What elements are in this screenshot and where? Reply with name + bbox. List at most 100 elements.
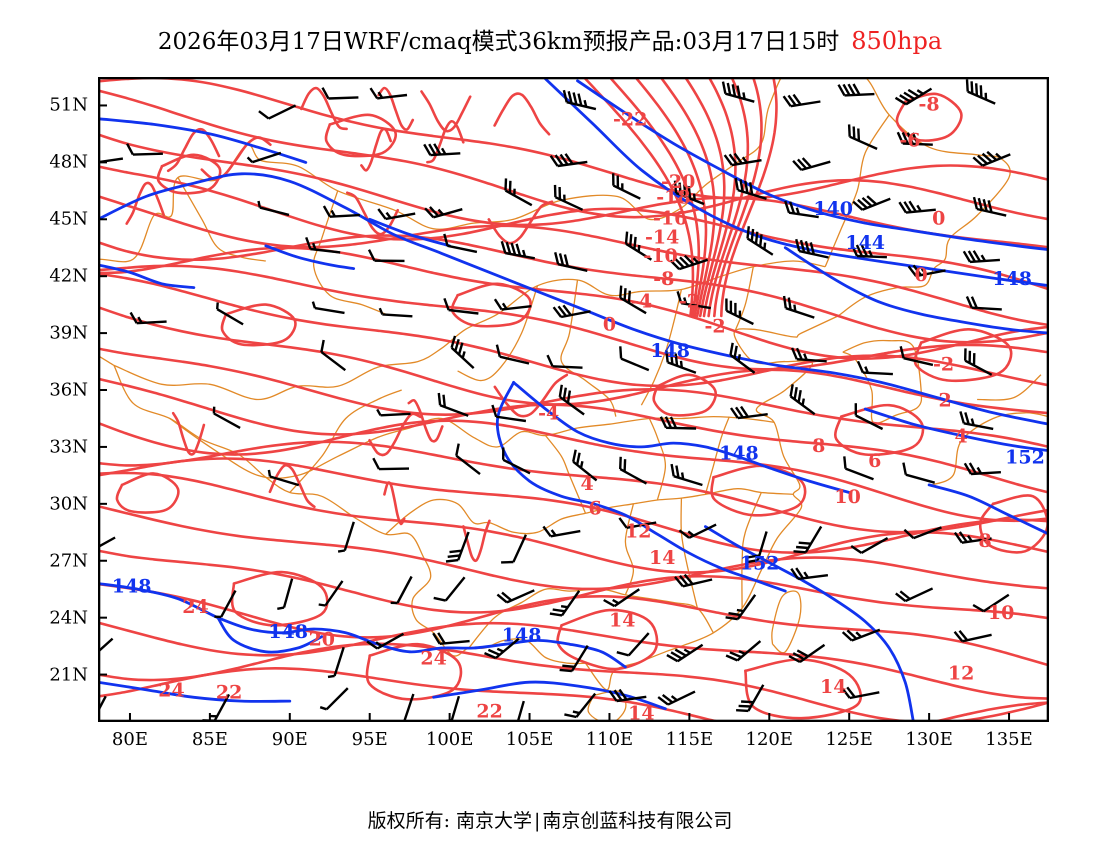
temperature-contour (166, 127, 221, 173)
height-contour (512, 381, 851, 494)
height-contour-label: 152 (740, 553, 780, 575)
wind-barb (212, 406, 241, 429)
geopotential-height-contour-lines (98, 77, 1049, 722)
wind-barb (443, 297, 479, 315)
temperature-contour-label: -10 (643, 245, 677, 267)
temperature-contour (652, 373, 717, 417)
height-contour-label: 148 (992, 268, 1032, 290)
wind-barb (619, 346, 650, 372)
wind-barb (965, 296, 1002, 311)
temperature-contour (720, 77, 778, 318)
x-axis-tick-label: 110E (585, 729, 634, 750)
temperature-contour-label: 4 (580, 473, 593, 495)
wind-barb (423, 143, 461, 157)
y-axis-tick-label: 42N (49, 265, 88, 287)
wind-barb (902, 462, 936, 484)
boundary-line (98, 77, 1011, 366)
wind-barb (843, 456, 874, 481)
temperature-contour-label: -8 (653, 268, 674, 290)
temperature-contour-labels: -22-20-18-16-14-10-8-4 -2-20-8-600-224681… (158, 94, 1014, 723)
temperature-contour (584, 77, 695, 318)
wind-barb (850, 244, 887, 259)
temperature-contour-label: -2 (679, 291, 700, 313)
wind-barb (98, 637, 114, 654)
wind-barb (972, 593, 1010, 613)
wind-barb (258, 104, 297, 120)
temperature-contour-label: 8 (812, 435, 825, 457)
wind-barb (725, 298, 754, 326)
wind-barb (214, 590, 237, 619)
height-contour-label: 148 (112, 575, 152, 597)
height-contour (264, 244, 356, 270)
wind-barb (725, 594, 757, 621)
wind-barb (504, 178, 533, 207)
temperature-contour-label: 0 (914, 264, 927, 286)
boundary-line (113, 365, 586, 665)
wind-barb (542, 525, 581, 538)
wind-barb (319, 687, 349, 711)
wind-barb (246, 151, 282, 164)
temperature-contour-label: -18 (656, 186, 690, 208)
boundary-line (457, 285, 539, 382)
wind-barb (320, 339, 347, 372)
height-contour (544, 77, 1049, 288)
wind-barb (372, 457, 410, 471)
wind-barb (500, 240, 536, 260)
temperature-contour (125, 181, 165, 225)
wind-barb (624, 231, 653, 261)
temperature-contour (360, 127, 392, 172)
temperature-contour (98, 246, 1049, 360)
temperature-contour (98, 194, 1049, 327)
wind-barb (433, 576, 466, 602)
height-contour (783, 246, 1049, 335)
temperature-contour (895, 92, 963, 142)
wind-barb (856, 360, 893, 376)
temperature-contour (98, 264, 1049, 371)
height-contour (704, 525, 915, 722)
wind-barb (965, 79, 996, 105)
temperature-contour (383, 481, 406, 526)
temperature-contour (300, 86, 348, 131)
wind-barb (730, 405, 768, 420)
wind-barb (895, 587, 934, 603)
wind-barb (437, 392, 469, 417)
wind-barb (670, 463, 703, 487)
temperature-contour (913, 327, 1013, 383)
temperature-contour (978, 494, 1049, 554)
wind-barb (788, 643, 826, 664)
wind-barb (789, 384, 816, 416)
temperature-contour (98, 347, 1049, 449)
temperature-contour-label: 14 (820, 676, 846, 698)
temperature-contour (462, 519, 491, 563)
wind-barb (619, 285, 647, 315)
wind-barb (659, 416, 697, 430)
wind-barb (854, 403, 884, 431)
x-axis-tick-label: 105E (505, 729, 554, 750)
temperature-contour-lines (98, 77, 1049, 722)
temperature-contour-label: 0 (603, 314, 616, 336)
wind-barb (616, 632, 650, 657)
wind-barb (972, 150, 1011, 167)
wind-barb (257, 200, 290, 217)
wind-barb (432, 632, 470, 645)
wind-barb (558, 384, 585, 416)
boundary-line (560, 279, 617, 417)
temperature-contour-label: 4 (954, 425, 967, 447)
wind-barb (516, 700, 525, 722)
wind-barb (378, 307, 413, 318)
wind-barb (455, 443, 481, 476)
wind-barb (734, 177, 767, 200)
wind-barb (666, 643, 704, 663)
temperature-contour (635, 77, 708, 318)
wind-barb (665, 350, 697, 374)
height-contour (927, 483, 1049, 536)
wind-barb (676, 291, 711, 310)
height-contour (98, 680, 292, 703)
y-axis-tick-label: 24N (49, 607, 88, 629)
wind-barb (953, 629, 992, 643)
temperature-contour-label: 24 (420, 647, 446, 669)
height-contour-label: 144 (845, 232, 885, 254)
wind-barb (850, 537, 889, 554)
y-axis-tick-label: 51N (49, 94, 88, 116)
